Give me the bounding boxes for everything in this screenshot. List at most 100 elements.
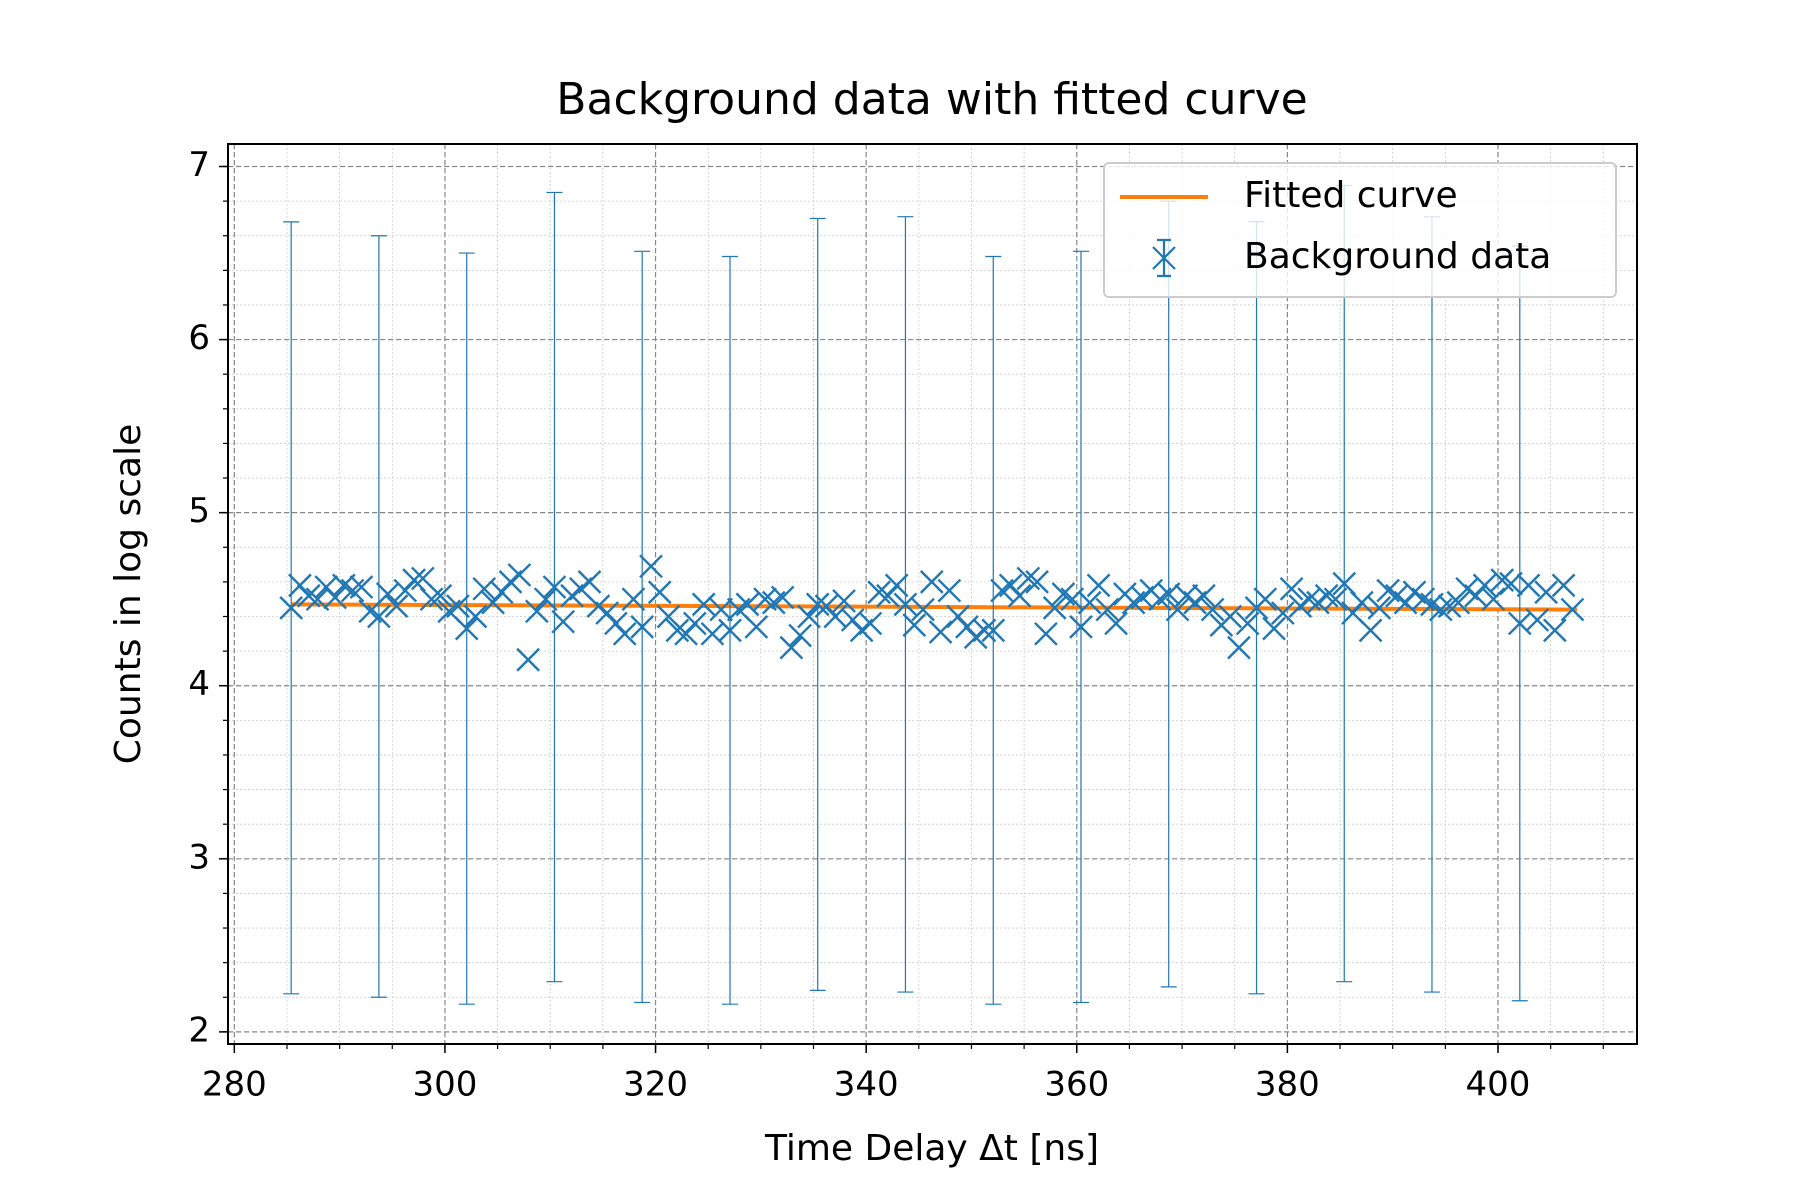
data-point: [577, 570, 602, 594]
data-point: [621, 587, 646, 612]
y-tick-label: 3: [188, 837, 210, 877]
data-point: [639, 554, 663, 579]
data-point: [384, 594, 409, 618]
data-point: [919, 570, 944, 594]
x-tick-label: 360: [1044, 1065, 1109, 1105]
data-point: [1200, 597, 1225, 622]
data-point: [779, 635, 804, 660]
data-point: [928, 620, 953, 644]
x-axis-label: Time Delay Δt [ns]: [764, 1128, 1099, 1169]
y-tick-label: 4: [188, 664, 210, 704]
y-tick-label: 5: [188, 491, 210, 531]
x-tick-label: 340: [834, 1065, 899, 1105]
data-point: [1490, 568, 1515, 593]
data-point: [1069, 615, 1093, 639]
data-point: [1262, 616, 1286, 641]
y-tick-label: 2: [188, 1010, 210, 1050]
data-point: [1192, 583, 1216, 608]
data-point: [533, 587, 558, 612]
data-point: [972, 618, 997, 643]
legend-label: Fitted curve: [1244, 175, 1458, 216]
data-point: [1025, 570, 1049, 594]
data-point: [1095, 597, 1120, 622]
data-point: [630, 615, 655, 639]
data-point: [446, 594, 470, 618]
data-point: [1227, 635, 1251, 660]
data-point: [797, 604, 821, 629]
data-point: [1007, 583, 1032, 608]
y-axis-label: Counts in log scale: [108, 424, 149, 764]
fit-line: [291, 602, 1577, 612]
data-point: [1481, 587, 1506, 612]
data-point: [1323, 587, 1348, 612]
data-point: [1551, 573, 1576, 598]
data-point: [1077, 590, 1102, 615]
data-point: [832, 589, 856, 613]
data-point: [647, 580, 672, 605]
data-point: [1253, 587, 1278, 612]
data-point: [1086, 573, 1111, 598]
data-point: [1042, 595, 1067, 620]
data-point: [1560, 597, 1585, 622]
data-point: [612, 621, 637, 646]
y-tick-label: 7: [188, 145, 210, 185]
data-point: [1534, 580, 1558, 605]
data-point: [1543, 618, 1567, 643]
data-point: [937, 578, 962, 603]
data-point: [788, 623, 812, 648]
y-tick-label: 6: [188, 318, 210, 358]
data-point: [279, 595, 304, 620]
data-point: [516, 647, 540, 672]
data-point: [867, 580, 891, 605]
data-point: [1525, 608, 1550, 632]
data-point: [1472, 573, 1497, 598]
data-point: [323, 585, 347, 610]
data-point: [665, 618, 690, 643]
data-point: [428, 583, 453, 608]
data-point: [1016, 566, 1041, 591]
chart-title: Background data with fitted curve: [556, 74, 1307, 125]
data-point: [551, 609, 576, 634]
data-point: [349, 575, 374, 599]
legend-label: Background data: [1244, 236, 1551, 277]
data-point: [1446, 590, 1471, 615]
data-point: [1428, 597, 1453, 622]
data-point: [296, 583, 321, 608]
data-point: [858, 611, 883, 636]
plot-frame: [227, 143, 1638, 1045]
data-point: [1218, 604, 1243, 629]
data-point: [981, 618, 1006, 643]
x-tick-label: 400: [1466, 1065, 1531, 1105]
legend-box: [1103, 162, 1617, 298]
data-point: [1104, 611, 1128, 636]
x-tick-label: 320: [623, 1065, 688, 1105]
data-point: [691, 592, 716, 617]
data-point: [1367, 595, 1392, 620]
data-point: [1165, 597, 1190, 622]
data-point: [1279, 576, 1304, 601]
data-point: [884, 573, 909, 598]
data-point: [1516, 573, 1541, 598]
data-point: [1349, 590, 1374, 615]
data-point: [463, 604, 488, 629]
data-point: [1314, 583, 1339, 608]
legend-swatch: [1152, 238, 1176, 278]
data-point: [525, 599, 549, 624]
data-point: [893, 592, 918, 617]
legend: Fitted curve Background data: [1103, 162, 1617, 298]
data-point: [1358, 618, 1383, 643]
x-tick-label: 300: [412, 1065, 477, 1105]
data-point: [1271, 601, 1295, 625]
data-point: [709, 597, 733, 622]
data-point: [507, 563, 532, 587]
data-point: [367, 604, 391, 629]
data-point: [454, 616, 479, 641]
data-point: [542, 575, 567, 599]
data-point: [718, 618, 742, 643]
data-point: [902, 613, 927, 638]
data-point: [770, 585, 795, 610]
data-point: [805, 592, 830, 617]
data-point: [340, 578, 365, 603]
